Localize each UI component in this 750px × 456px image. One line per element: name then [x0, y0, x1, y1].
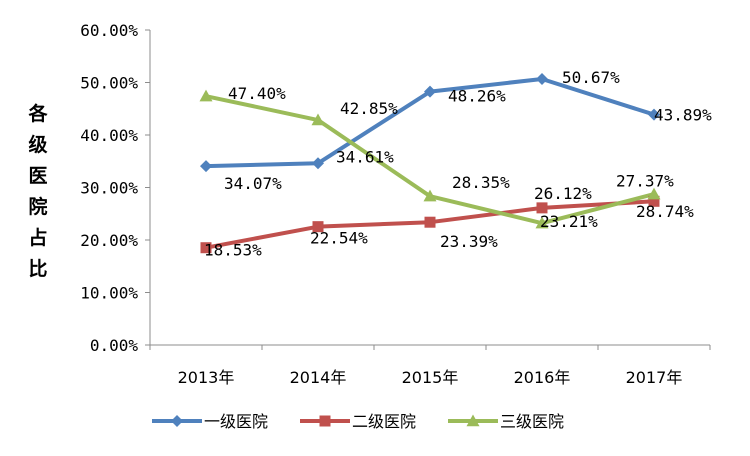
data-label: 34.61% — [336, 147, 394, 166]
series-3-point — [423, 189, 437, 202]
y-tick-label: 40.00% — [80, 126, 138, 145]
y-axis-label-char: 比 — [28, 258, 47, 280]
data-label: 47.40% — [228, 84, 286, 103]
series-1-point — [424, 85, 436, 98]
data-label: 42.85% — [340, 99, 398, 118]
data-label: 43.89% — [654, 106, 712, 125]
y-tick-label: 20.00% — [80, 231, 138, 250]
data-label: 50.67% — [562, 68, 620, 87]
y-tick-label: 60.00% — [80, 21, 138, 40]
series-2-point — [536, 202, 548, 214]
legend-item-1: 一级医院 — [152, 412, 268, 431]
data-label: 23.21% — [540, 212, 598, 231]
y-tick-label: 0.00% — [90, 336, 139, 355]
data-label: 22.54% — [310, 229, 368, 248]
chart-axes: 0.00% 10.00% 20.00% 30.00% 40.00% 50.00% 60.00… — [80, 21, 711, 387]
series-1-point — [312, 157, 324, 170]
series-3-point — [535, 216, 549, 229]
y-axis-label-char: 各 — [27, 102, 48, 125]
legend-item-2: 二级医院 — [300, 412, 416, 431]
legend-swatch-marker — [319, 415, 331, 427]
y-tick-label: 30.00% — [80, 179, 138, 198]
series-2-point — [648, 195, 660, 207]
series-1-point — [536, 72, 548, 85]
legend-swatch-marker — [466, 414, 480, 427]
y-tick-label: 50.00% — [80, 74, 138, 93]
x-tick-label: 2015年 — [402, 368, 459, 387]
series-3-point — [647, 187, 661, 200]
x-tick-label: 2014年 — [290, 368, 347, 387]
data-label: 23.39% — [440, 232, 498, 251]
series-3-point — [199, 89, 213, 102]
data-label: 34.07% — [224, 174, 282, 193]
legend: 一级医院 二级医院 三级医院 — [152, 412, 564, 431]
series-2-point — [424, 216, 436, 228]
data-label: 18.53% — [204, 241, 262, 260]
series-2-point — [200, 242, 212, 254]
y-axis-label-char: 院 — [28, 195, 47, 218]
series-2-point — [312, 221, 324, 233]
legend-item-3: 三级医院 — [448, 412, 564, 431]
legend-swatch-marker — [171, 415, 183, 427]
y-axis-label-char: 医 — [28, 165, 47, 187]
y-axis-label-char: 级 — [28, 133, 47, 156]
data-label: 28.74% — [636, 202, 694, 221]
data-label: 28.35% — [452, 173, 510, 192]
data-labels: 34.07% 34.61% 48.26% 50.67% 43.89% 18.53% 22.5… — [204, 68, 712, 260]
series-1-point — [648, 108, 660, 121]
y-tick-label: 10.00% — [80, 284, 138, 303]
legend-label: 三级医院 — [500, 412, 564, 431]
series-3-point — [311, 113, 325, 126]
data-label: 27.37% — [616, 171, 674, 190]
data-label: 26.12% — [534, 184, 592, 203]
y-axis-label-char: 占 — [28, 226, 47, 249]
series-markers — [199, 72, 661, 254]
data-label: 48.26% — [448, 87, 506, 106]
series-1-point — [200, 160, 212, 173]
legend-label: 一级医院 — [204, 412, 268, 431]
legend-label: 二级医院 — [352, 412, 416, 431]
x-tick-label: 2017年 — [626, 368, 683, 387]
x-tick-label: 2013年 — [178, 368, 235, 387]
x-tick-label: 2016年 — [514, 368, 571, 387]
